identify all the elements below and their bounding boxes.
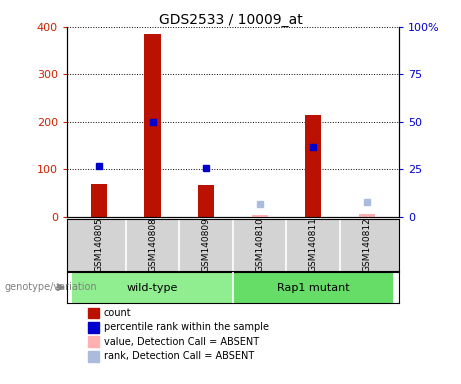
Text: GSM140810: GSM140810 bbox=[255, 217, 264, 272]
Text: GDS2533 / 10009_at: GDS2533 / 10009_at bbox=[159, 13, 302, 27]
Text: genotype/variation: genotype/variation bbox=[5, 282, 97, 292]
Text: GSM140812: GSM140812 bbox=[362, 217, 371, 272]
Text: count: count bbox=[104, 308, 131, 318]
Bar bbox=[252, 215, 267, 217]
Bar bbox=[91, 184, 107, 217]
Text: Rap1 mutant: Rap1 mutant bbox=[277, 283, 349, 293]
Bar bbox=[305, 115, 321, 217]
Bar bbox=[198, 185, 214, 217]
Bar bbox=[233, 272, 393, 303]
Text: GSM140808: GSM140808 bbox=[148, 217, 157, 272]
Text: GSM140811: GSM140811 bbox=[308, 217, 318, 272]
Text: GSM140805: GSM140805 bbox=[95, 217, 103, 272]
Text: GSM140809: GSM140809 bbox=[201, 217, 211, 272]
Bar bbox=[144, 34, 160, 217]
Text: value, Detection Call = ABSENT: value, Detection Call = ABSENT bbox=[104, 337, 259, 347]
Bar bbox=[359, 214, 375, 217]
Bar bbox=[72, 272, 233, 303]
Text: rank, Detection Call = ABSENT: rank, Detection Call = ABSENT bbox=[104, 351, 254, 361]
Text: wild-type: wild-type bbox=[127, 283, 178, 293]
Text: percentile rank within the sample: percentile rank within the sample bbox=[104, 322, 269, 332]
